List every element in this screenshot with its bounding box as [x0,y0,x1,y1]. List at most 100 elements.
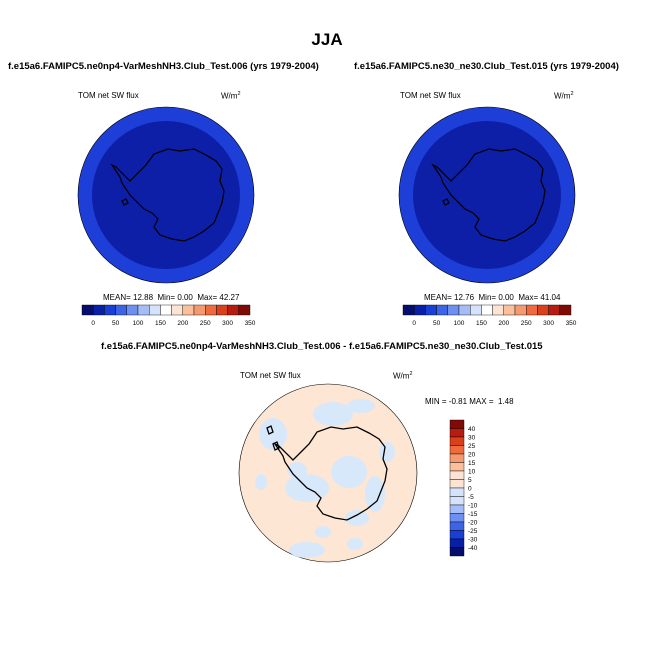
panel-2-units: W/m2 [554,91,574,101]
colorbar-swatch [115,304,127,316]
colorbar-swatch [449,479,465,489]
colorbar-tick-label: 50 [433,320,441,327]
colorbar-swatch [458,304,471,316]
colorbar-swatch [126,304,139,316]
panel-2-map [398,106,576,284]
colorbar-tick-label: 150 [476,320,487,327]
colorbar-swatch [137,304,150,316]
colorbar-tick-label: 350 [245,320,256,327]
colorbar-tick-label: 15 [468,460,476,467]
colorbar-tick-label: 100 [133,320,144,327]
colorbar-swatch [413,304,426,316]
colorbar-swatch [503,304,516,316]
colorbar-tick-label: 25 [468,443,476,450]
colorbar-swatch [525,304,538,316]
colorbar-swatch [447,304,460,316]
colorbar-tick-label: 0 [412,320,416,327]
colorbar-swatch [425,304,437,316]
panel-1-colorbar: 0 50 100 150 200 250 300 350 [81,304,256,327]
colorbar-tick-label: 40 [468,426,476,433]
colorbar-swatch [548,304,561,316]
page-title: JJA [311,30,343,49]
colorbar-tick-label: -5 [468,494,474,501]
colorbar-swatch [92,304,105,316]
panel-3-units: W/m2 [393,371,413,381]
colorbar-swatch [481,304,493,316]
colorbar-swatch [227,304,240,316]
colorbar-tick-label: -10 [468,503,478,510]
colorbar-swatch [449,538,465,548]
colorbar-tick-label: -30 [468,537,478,544]
panel-1-variable: TOM net SW flux [78,91,139,100]
panel-2-title: f.e15a6.FAMIPC5.ne30_ne30.Club_Test.015 … [354,61,619,72]
colorbar-swatch [216,304,228,316]
colorbar-swatch [449,530,465,540]
colorbar-swatch [449,504,465,514]
colorbar-swatch [537,304,549,316]
colorbar-swatch [402,304,415,316]
colorbar-tick-label: -40 [468,545,478,552]
colorbar-swatch [171,304,183,316]
panel-3-title: f.e15a6.FAMIPC5.ne0np4-VarMeshNH3.Club_T… [101,341,543,352]
colorbar-tick-label: 200 [498,320,509,327]
panel-2-stats: MEAN= 12.76 Min= 0.00 Max= 41.04 [424,293,561,302]
antarctica-coastline [110,148,225,242]
colorbar-tick-label: 30 [468,435,476,442]
antarctica-coastline [266,425,388,521]
panel-3-stats: MIN = -0.81 MAX = 1.48 [425,397,514,406]
colorbar-swatch [449,419,465,429]
colorbar-swatch [449,453,465,463]
panel-1-map [77,106,255,284]
colorbar-swatch [182,304,195,316]
colorbar-swatch [81,304,94,316]
colorbar-tick-label: 300 [543,320,554,327]
colorbar-swatch [193,304,206,316]
colorbar-tick-label: 0 [468,486,472,493]
colorbar-swatch [148,304,161,316]
colorbar-swatch [449,496,465,506]
colorbar-swatch [104,304,116,316]
abs-inner-disc [92,121,240,269]
panel-3-variable: TOM net SW flux [240,371,301,380]
colorbar-swatch [160,304,172,316]
panel-3-map [238,383,418,563]
colorbar-tick-label: -20 [468,520,478,527]
colorbar-tick-label: 0 [91,320,95,327]
panel-1-stats: MEAN= 12.88 Min= 0.00 Max= 42.27 [103,293,240,302]
colorbar-swatch [449,445,465,455]
colorbar-swatch [436,304,448,316]
colorbar-swatch [449,513,465,523]
colorbar-tick-label: 100 [454,320,465,327]
colorbar-tick-label: 150 [155,320,166,327]
colorbar-tick-label: 20 [468,452,476,459]
antarctica-coastline [431,148,546,242]
colorbar-tick-label: 50 [112,320,120,327]
colorbar-swatch [449,547,465,557]
colorbar-tick-label: 10 [468,469,476,476]
colorbar-swatch [449,470,465,480]
colorbar-swatch [238,304,251,316]
colorbar-swatch [514,304,527,316]
colorbar-swatch [492,304,504,316]
colorbar-tick-label: 350 [566,320,577,327]
panel-2-colorbar: 0 50 100 150 200 250 300 350 [402,304,577,327]
colorbar-swatch [449,487,465,497]
colorbar-tick-label: -25 [468,528,478,535]
colorbar-tick-label: 200 [177,320,188,327]
abs-inner-disc [413,121,561,269]
colorbar-tick-label: -15 [468,511,478,518]
colorbar-swatch [204,304,217,316]
colorbar-tick-label: 250 [521,320,532,327]
panel-1-title: f.e15a6.FAMIPC5.ne0np4-VarMeshNH3.Club_T… [8,61,319,72]
colorbar-swatch [559,304,572,316]
colorbar-swatch [449,428,465,438]
colorbar-tick-label: 300 [222,320,233,327]
colorbar-tick-label: 250 [200,320,211,327]
colorbar-swatch [449,462,465,472]
colorbar-tick-label: 5 [468,477,472,484]
colorbar-swatch [469,304,482,316]
colorbar-swatch [449,521,465,531]
colorbar-swatch [449,436,465,446]
panel-2-variable: TOM net SW flux [400,91,461,100]
